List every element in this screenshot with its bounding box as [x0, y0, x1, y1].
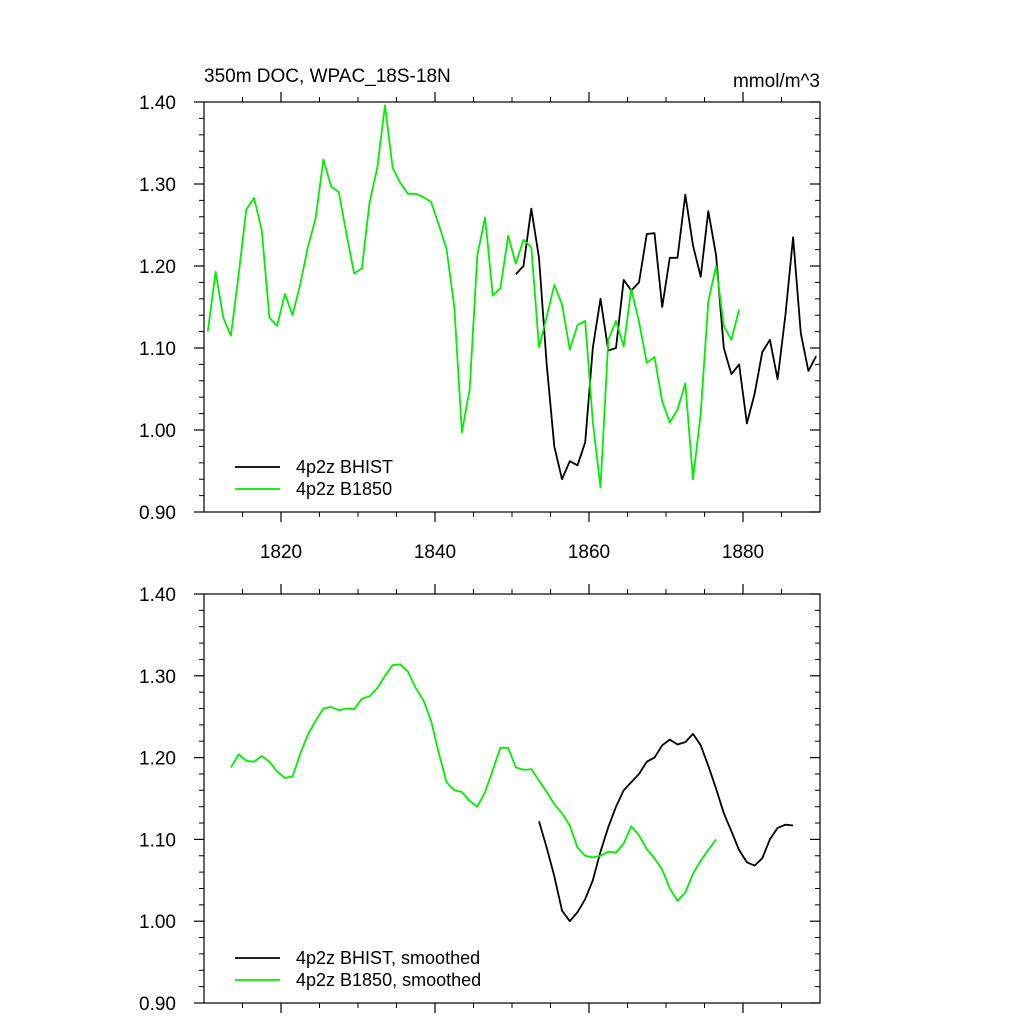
top-y-tick-label-3: 1.20: [139, 257, 176, 278]
top-x-tick-label-1880: 1880: [722, 542, 764, 563]
top-panel: 1820 1840 1860 1880 0.90 1.00 1.10 1.20 1.30 1.40…: [139, 92, 821, 563]
bottom-series-line-bhist: [538, 733, 794, 923]
top-y-tick-label-0: 0.90: [139, 503, 176, 524]
units-label: mmol/m^3: [733, 71, 820, 92]
bottom-series-line-b1850: [230, 663, 717, 902]
top-x-tick-label-1860: 1860: [568, 542, 610, 563]
bottom-y-tick-label-5: 1.40: [139, 585, 176, 606]
bottom-y-tick-label-4: 1.30: [139, 667, 176, 688]
top-x-tick-label-1820: 1820: [260, 542, 302, 563]
top-y-tick-label-4: 1.30: [139, 175, 176, 196]
bottom-legend-label-0: 4p2z BHIST, smoothed: [296, 948, 480, 968]
top-x-tick-label-1840: 1840: [414, 542, 456, 563]
bottom-legend-label-1: 4p2z B1850, smoothed: [296, 970, 481, 990]
top-series-line-b1850: [206, 104, 740, 489]
top-y-tick-label-2: 1.10: [139, 339, 176, 360]
bottom-y-tick-label-0: 0.90: [139, 994, 176, 1015]
top-legend-label-1: 4p2z B1850: [296, 479, 392, 499]
chart-title: 350m DOC, WPAC_18S-18N: [204, 66, 451, 87]
bottom-plot-frame: [203, 593, 821, 1004]
top-legend-label-0: 4p2z BHIST: [296, 457, 393, 477]
top-plot-frame: [203, 101, 821, 513]
bottom-y-tick-label-2: 1.10: [139, 830, 176, 851]
bottom-panel: 0.90 1.00 1.10 1.20 1.30 1.40 4p2z BHIST, smoo…: [139, 584, 821, 1015]
bottom-y-tick-label-1: 1.00: [139, 912, 176, 933]
top-y-tick-label-5: 1.40: [139, 93, 176, 114]
top-series-line-bhist: [515, 193, 817, 481]
top-y-tick-label-1: 1.00: [139, 421, 176, 442]
bottom-y-tick-label-3: 1.20: [139, 749, 176, 770]
